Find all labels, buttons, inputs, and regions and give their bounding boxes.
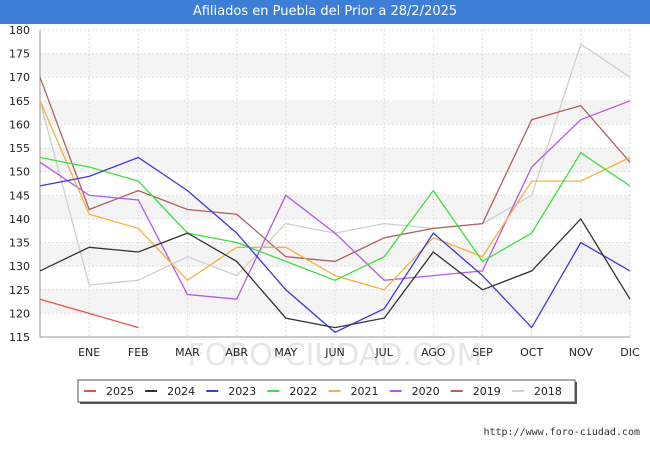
y-tick-label: 120 [9, 307, 30, 320]
x-tick-label: MAR [175, 346, 200, 359]
legend: 2025 2024 2023 2022 2021 2020 2019 2018 [77, 379, 577, 404]
legend-label: 2025 [106, 385, 134, 398]
series-line-2019 [39, 76, 631, 263]
y-tick-label: 130 [9, 260, 30, 273]
legend-label: 2018 [534, 385, 562, 398]
y-tick-label: 165 [9, 95, 30, 108]
y-tick-label: 135 [9, 237, 30, 250]
x-tick-label: ENE [78, 346, 100, 359]
legend-label: 2021 [351, 385, 379, 398]
x-tick-label: SEP [472, 346, 493, 359]
y-tick-label: 155 [9, 142, 30, 155]
y-tick-label: 170 [9, 71, 30, 84]
x-tick-label: DIC [620, 346, 640, 359]
x-tick-label: JUN [324, 346, 345, 359]
y-tick-label: 115 [9, 331, 30, 344]
y-tick-label: 175 [9, 48, 30, 61]
y-tick-label: 180 [9, 24, 30, 37]
series-line-2020 [39, 100, 631, 300]
grid-band [40, 100, 630, 125]
x-tick-label: AGO [421, 346, 446, 359]
y-tick-label: 160 [9, 118, 30, 131]
chart-title: Afiliados en Puebla del Prior a 28/2/202… [0, 0, 650, 24]
y-tick-label: 140 [9, 213, 30, 226]
grid-band [40, 53, 630, 78]
x-tick-label: MAY [274, 346, 297, 359]
x-tick-label: JUL [374, 346, 393, 359]
series-line-2023 [39, 156, 631, 334]
y-tick-label: 145 [9, 189, 30, 202]
watermark: FORO-CIUDAD.COM [188, 338, 483, 373]
legend-label: 2024 [167, 385, 195, 398]
legend-label: 2020 [412, 385, 440, 398]
y-tick-label: 150 [9, 166, 30, 179]
x-tick-label: NOV [569, 346, 594, 359]
legend-label: 2019 [473, 385, 501, 398]
x-axis: ENE FEB MAR ABR MAY JUN JUL AGO SEP OCT NOV DIC [78, 346, 640, 359]
grid-lines [39, 29, 631, 338]
series-line-2024 [39, 217, 631, 329]
legend-label: 2023 [228, 385, 256, 398]
source-url: http://www.foro-ciudad.com [483, 427, 640, 438]
y-tick-label: 125 [9, 284, 30, 297]
series-line-2022 [39, 151, 631, 282]
x-tick-label: FEB [128, 346, 149, 359]
legend-box [77, 379, 576, 403]
legend-label: 2022 [289, 385, 317, 398]
y-axis: 115 120 125 130 135 140 145 150 155 160 165 170 175 1… [9, 24, 30, 344]
series-line-2021 [39, 100, 631, 291]
series-line-2025 [39, 298, 139, 329]
x-tick-label: OCT [520, 346, 543, 359]
series-lines [39, 43, 631, 334]
x-tick-label: ABR [225, 346, 248, 359]
